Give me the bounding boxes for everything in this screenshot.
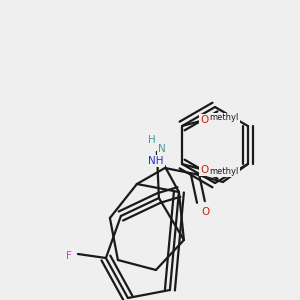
Text: O: O [202, 207, 210, 217]
Text: O: O [200, 165, 208, 175]
Text: methyl: methyl [209, 113, 239, 122]
Text: F: F [66, 251, 72, 261]
Text: methyl: methyl [209, 167, 239, 176]
Text: NH: NH [148, 156, 164, 166]
Text: H: H [148, 135, 156, 145]
Text: O: O [200, 115, 208, 125]
Text: N: N [158, 144, 166, 154]
